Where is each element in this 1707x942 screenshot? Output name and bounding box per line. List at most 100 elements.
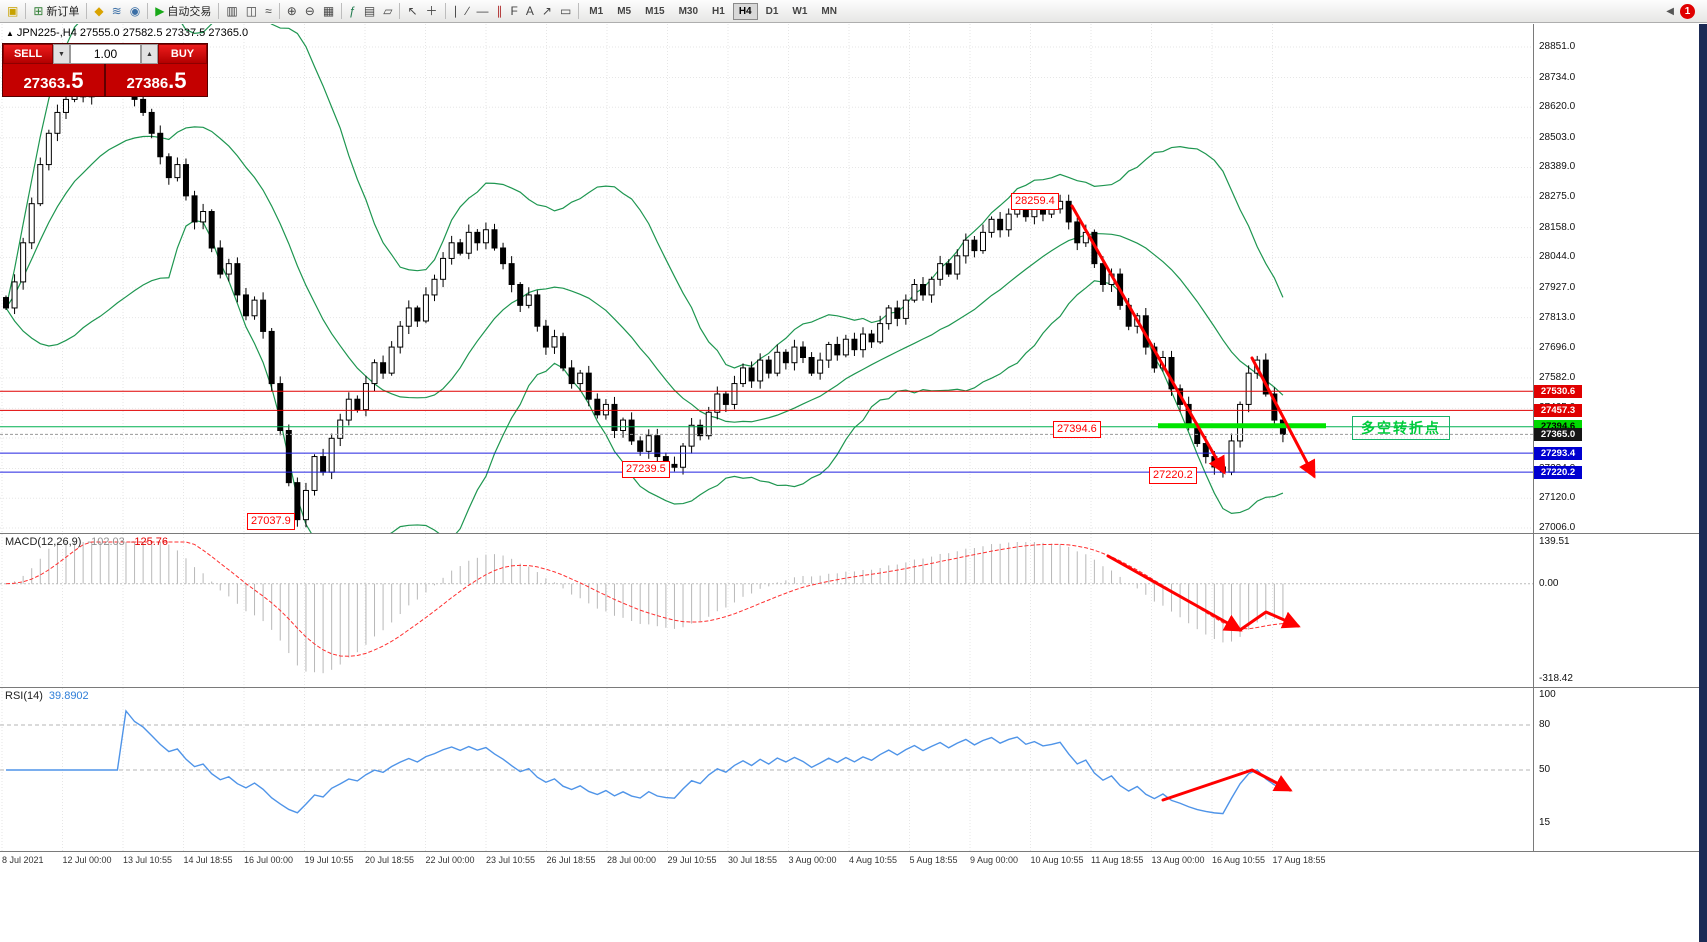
- indicator-scale-label: 50: [1539, 764, 1551, 775]
- volume-input[interactable]: [70, 44, 141, 64]
- window-edge-strip: [1699, 24, 1707, 942]
- time-axis-label: 16 Jul 00:00: [244, 855, 294, 865]
- autotrading-button-label: 自动交易: [167, 6, 212, 18]
- toolbar-separator: [578, 3, 580, 19]
- timeframe-button-m30[interactable]: M30: [678, 5, 699, 17]
- zoom-in-icon-glyph: ⊕: [286, 4, 297, 18]
- indicator-scale-label: 139.51: [1539, 536, 1570, 547]
- templates-icon[interactable]: ▤: [360, 1, 379, 22]
- macd-signal-line: [5, 541, 1283, 657]
- alerts-icon[interactable]: ◉: [126, 1, 144, 22]
- price-axis-label: 27696.0: [1539, 342, 1576, 354]
- new-order-button[interactable]: ⊞ 新订单: [29, 1, 83, 22]
- chart-window-icon[interactable]: ▣: [3, 1, 22, 22]
- line-chart-icon-glyph: ≈: [265, 4, 272, 18]
- line-chart-icon[interactable]: ≈: [261, 1, 276, 22]
- timeframe-button-w1[interactable]: W1: [792, 5, 808, 17]
- indicator-scale-label: -318.42: [1539, 673, 1573, 684]
- toolbar-separator: [278, 3, 280, 19]
- time-axis-label: 17 Aug 18:55: [1272, 855, 1326, 865]
- price-tag-black: 27365.0: [1534, 427, 1582, 441]
- equidistant-channel-icon[interactable]: ∥: [493, 1, 507, 22]
- shapes-icon[interactable]: ▭: [556, 1, 575, 22]
- sell-price[interactable]: 27363.5: [3, 64, 106, 96]
- trade-prices-row: 27363.5 27386.5: [3, 64, 207, 96]
- timeframe-button-h1[interactable]: H1: [712, 5, 725, 17]
- volume-decrease-button[interactable]: ▼: [53, 44, 70, 64]
- candlestick-chart-icon[interactable]: ◫: [242, 1, 261, 22]
- trendline-icon[interactable]: ∕: [463, 1, 473, 22]
- price-axis-label: 28503.0: [1539, 131, 1576, 143]
- buy-price[interactable]: 27386.5: [106, 64, 207, 96]
- time-axis-label: 23 Jul 10:55: [486, 855, 536, 865]
- main-toolbar: ▣ ⊞ 新订单 ◆ ≋ ◉ ▶ 自动交易 ▥ ◫ ≈ ⊕ ⊖ ▦ ƒ ▤ ▱ ↖ ＋ ∣ ∕ — ∥ F A ↗ ▭ M1 M5 M15 M…: [0, 0, 1707, 23]
- sell-button[interactable]: SELL: [3, 44, 53, 64]
- timeframe-button-mn[interactable]: MN: [821, 5, 837, 17]
- volume-increase-button[interactable]: ▲: [141, 44, 158, 64]
- time-axis-label: 30 Jul 18:55: [728, 855, 778, 865]
- bollinger-band-line: [5, 126, 1284, 423]
- time-axis-label: 29 Jul 10:55: [667, 855, 717, 865]
- snapshot-icon[interactable]: ▱: [379, 1, 396, 22]
- time-axis-label: 12 Jul 00:00: [62, 855, 112, 865]
- cursor-icon-glyph: ↖: [407, 4, 418, 18]
- price-axis-label: 28620.0: [1539, 101, 1576, 113]
- rsi-chart-canvas[interactable]: [0, 688, 1533, 851]
- crosshair-icon[interactable]: ＋: [422, 1, 442, 22]
- price-tag-red: 27457.3: [1534, 403, 1582, 417]
- timeframe-button-m5[interactable]: M5: [617, 5, 632, 17]
- zoom-out-icon[interactable]: ⊖: [301, 1, 319, 22]
- fibonacci-icon[interactable]: F: [507, 1, 522, 22]
- timeframe-button-h4[interactable]: H4: [732, 2, 758, 20]
- rsi-header: RSI(14) 39.8902: [5, 690, 89, 702]
- chart-ohlc-header: ▲ JPN225-,H4 27555.0 27582.5 27337.5 2736…: [6, 27, 248, 39]
- timeframe-button-d1[interactable]: D1: [765, 5, 779, 17]
- rsi-indicator-panel: RSI(14) 39.8902 100 80 50 15: [0, 688, 1707, 852]
- time-axis[interactable]: 8 Jul 2021 12 Jul 00:00 13 Jul 10:55 14 Jul…: [0, 852, 1707, 872]
- time-axis-label: 16 Aug 10:55: [1212, 855, 1266, 865]
- indicators-add-icon[interactable]: ƒ: [345, 1, 360, 22]
- rsi-axis-separator: [1533, 688, 1534, 851]
- timeframe-button-m15[interactable]: M15: [645, 5, 665, 17]
- cursor-icon[interactable]: ↖: [403, 1, 421, 22]
- price-axis-label: 27582.0: [1539, 371, 1576, 383]
- candlestick-chart-canvas[interactable]: [0, 24, 1533, 533]
- rsi-line: [6, 709, 1284, 815]
- macd-trend-arrow: [1106, 554, 1243, 632]
- price-tag-blue: 27220.2: [1534, 465, 1582, 479]
- indicator-scale-label: 0.00: [1539, 577, 1559, 589]
- indicator-scale-label: 80: [1539, 719, 1551, 730]
- text-icon-glyph: A: [525, 4, 534, 18]
- price-annotation-label: 27394.6: [1053, 421, 1101, 438]
- time-axis-label: 5 Aug 18:55: [909, 855, 958, 865]
- arrow-label-icon[interactable]: ↗: [538, 1, 556, 22]
- buy-button[interactable]: BUY: [158, 44, 207, 64]
- macd-indicator-panel: MACD(12,26,9) -102.03 -125.76 139.51 0.00 -3…: [0, 534, 1707, 688]
- autotrading-button[interactable]: ▶ 自动交易: [151, 1, 215, 22]
- bar-chart-icon[interactable]: ▥: [222, 1, 241, 22]
- price-axis-label: 27813.0: [1539, 311, 1576, 323]
- time-axis-label: 10 Aug 10:55: [1030, 855, 1084, 865]
- time-axis-label: 13 Jul 10:55: [123, 855, 173, 865]
- price-tag-red: 27530.6: [1534, 384, 1582, 398]
- vertical-line-icon[interactable]: ∣: [449, 1, 463, 22]
- zoom-in-icon[interactable]: ⊕: [283, 1, 301, 22]
- trend-arrow: [1250, 356, 1316, 479]
- price-axis-label: 28158.0: [1539, 221, 1576, 233]
- rsi-trend-arrow: [1161, 768, 1293, 802]
- collapse-arrow-icon[interactable]: ◀: [1666, 6, 1674, 17]
- equidistant-channel-icon-glyph: ∥: [496, 4, 503, 18]
- timeframe-button-m1[interactable]: M1: [589, 5, 604, 17]
- new-order-glyph: ⊞: [33, 4, 44, 18]
- horizontal-line-icon[interactable]: —: [473, 1, 493, 22]
- market-depth-icon[interactable]: ≋: [108, 1, 126, 22]
- rsi-name: RSI(14): [5, 690, 43, 702]
- notification-badge[interactable]: 1: [1680, 4, 1695, 19]
- macd-chart-canvas[interactable]: [0, 534, 1533, 687]
- chart-marker-icon: ▲: [6, 29, 14, 38]
- indicator-list-icon[interactable]: ◆: [90, 1, 107, 22]
- time-axis-label: 14 Jul 18:55: [183, 855, 233, 865]
- time-axis-label: 3 Aug 00:00: [788, 855, 837, 865]
- text-icon[interactable]: A: [522, 1, 538, 22]
- tile-windows-icon[interactable]: ▦: [319, 1, 338, 22]
